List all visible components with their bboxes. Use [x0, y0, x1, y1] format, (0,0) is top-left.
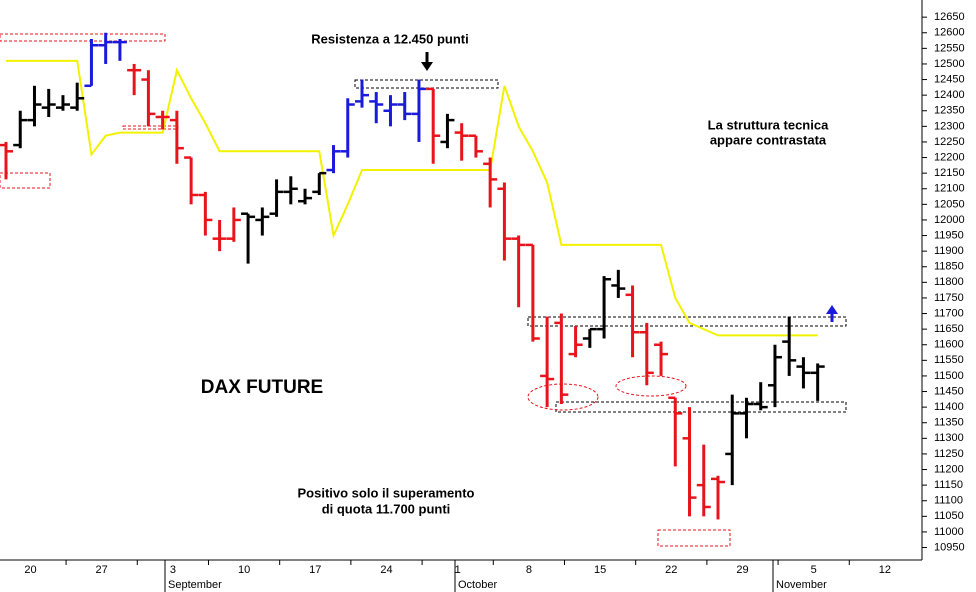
annotation: di quota 11.700 punti — [322, 501, 451, 516]
y-tick-label: 11800 — [934, 276, 964, 288]
y-tick-label: 11450 — [934, 385, 964, 397]
y-tick-label: 11200 — [934, 463, 964, 475]
y-tick-label: 11600 — [934, 339, 964, 351]
x-tick-label: 12 — [879, 564, 891, 576]
x-tick-label: 22 — [665, 564, 677, 576]
zone-box — [0, 33, 166, 42]
y-tick-label: 12200 — [934, 151, 965, 163]
zone-box — [657, 529, 731, 547]
x-tick-label: 1 — [455, 564, 461, 576]
y-tick-label: 12250 — [934, 136, 965, 148]
y-tick-label: 12050 — [934, 198, 965, 210]
y-tick-label: 12600 — [934, 27, 965, 39]
y-tick-label: 11700 — [934, 307, 964, 319]
zone-box — [354, 79, 499, 89]
y-tick-label: 12350 — [934, 105, 965, 117]
y-tick-label: 12650 — [934, 11, 965, 23]
markers — [0, 33, 847, 547]
zone-box — [555, 401, 847, 413]
y-tick-label: 11650 — [934, 323, 964, 335]
arrow-head — [826, 305, 838, 314]
y-tick-label: 11100 — [934, 495, 963, 507]
y-tick-label: 11950 — [934, 229, 964, 241]
zone-box — [0, 172, 51, 189]
zone-ellipse — [527, 383, 599, 411]
y-tick-label: 12300 — [934, 120, 965, 132]
month-label: September — [168, 579, 222, 591]
y-tick-label: 11550 — [934, 354, 964, 366]
y-tick-label: 11750 — [934, 292, 964, 304]
y-tick-label: 11350 — [934, 417, 964, 429]
x-tick-label: 27 — [96, 564, 108, 576]
x-tick-label: 3 — [170, 564, 176, 576]
arrows — [421, 52, 838, 322]
arrow-head — [421, 62, 433, 71]
zone-box — [122, 125, 179, 130]
y-tick-label: 11300 — [934, 432, 964, 444]
month-label: October — [458, 579, 497, 591]
y-tick-label: 12500 — [934, 58, 965, 70]
zone-ellipse — [615, 375, 687, 397]
y-tick-label: 12400 — [934, 89, 965, 101]
zone-box — [527, 316, 847, 327]
month-label: November — [776, 579, 827, 591]
y-tick-label: 10950 — [934, 541, 965, 553]
y-tick-label: 11500 — [934, 370, 964, 382]
x-tick-label: 24 — [380, 564, 392, 576]
annotation: La struttura tecnica — [708, 117, 829, 132]
x-tick-label: 17 — [309, 564, 321, 576]
y-tick-label: 12450 — [934, 73, 965, 85]
x-tick-label: 20 — [24, 564, 36, 576]
y-tick-label: 11850 — [934, 261, 964, 273]
y-tick-label: 12550 — [934, 42, 965, 54]
overlay-line — [6, 59, 818, 337]
y-tick-label: 12000 — [934, 214, 965, 226]
y-tick-label: 11150 — [934, 479, 963, 491]
y-tick-label: 11900 — [934, 245, 964, 257]
y-tick-label: 11050 — [934, 510, 964, 522]
x-tick-label: 8 — [526, 564, 532, 576]
x-tick-label: 29 — [736, 564, 748, 576]
y-tick-label: 12150 — [934, 167, 965, 179]
x-tick-label: 15 — [594, 564, 606, 576]
y-tick-label: 11000 — [934, 526, 964, 538]
annotation: Positivo solo il superamento — [298, 485, 475, 500]
x-tick-label: 10 — [238, 564, 250, 576]
y-tick-label: 12100 — [934, 183, 965, 195]
y-tick-label: 11250 — [934, 448, 964, 460]
x-tick-label: 5 — [811, 564, 817, 576]
chart-title: DAX FUTURE — [201, 377, 323, 398]
annotation: appare contrastata — [710, 132, 827, 147]
annotation: Resistenza a 12.450 punti — [311, 31, 469, 46]
y-tick-label: 11400 — [934, 401, 964, 413]
